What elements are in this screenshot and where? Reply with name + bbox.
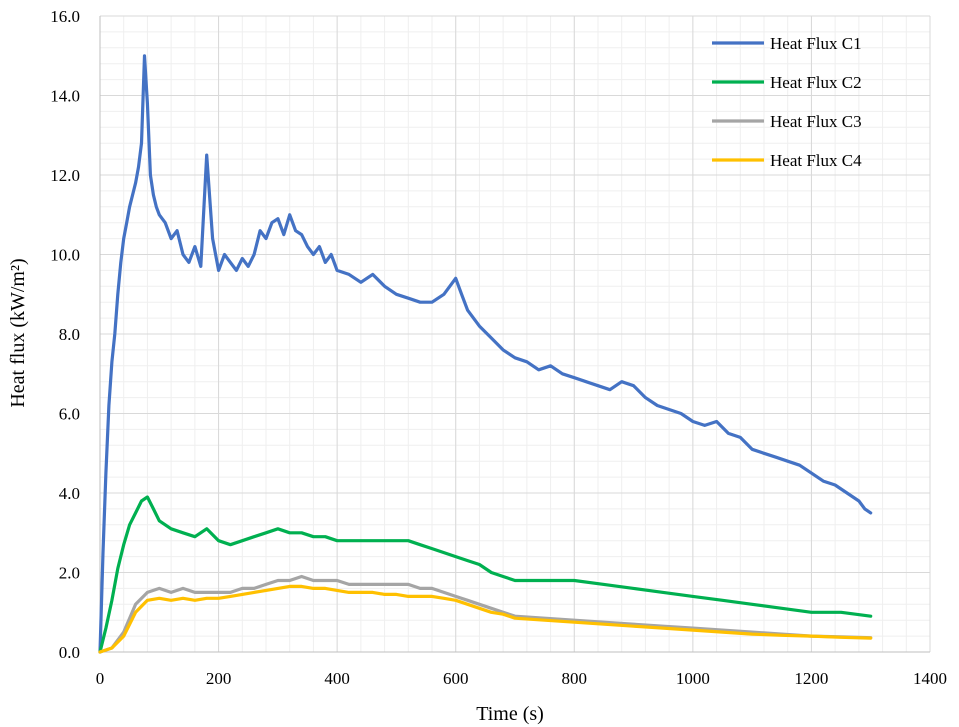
y-tick-label: 2.0 (59, 564, 80, 583)
x-axis-tick-labels: 0 200 400 600 800 1000 1200 1400 (96, 669, 947, 688)
series-line-c1 (98, 54, 873, 654)
y-tick-label: 4.0 (59, 484, 80, 503)
x-tick-label: 400 (324, 669, 350, 688)
y-axis-title: Heat flux (kW/m²) (7, 258, 29, 407)
major-gridlines (99, 15, 931, 653)
x-axis-title: Time (s) (476, 703, 544, 725)
plot-axes (99, 16, 930, 653)
legend-label-c2: Heat Flux C2 (770, 73, 862, 92)
series-line-c2 (98, 495, 873, 654)
y-axis-tick-labels: 0.0 2.0 4.0 6.0 8.0 10.0 12.0 14.0 16.0 (50, 7, 80, 662)
y-tick-label: 10.0 (50, 246, 80, 265)
x-tick-label: 600 (443, 669, 469, 688)
y-tick-label: 6.0 (59, 405, 80, 424)
x-tick-label: 1400 (913, 669, 947, 688)
y-tick-label: 16.0 (50, 7, 80, 26)
x-tick-label: 0 (96, 669, 105, 688)
x-tick-label: 800 (562, 669, 588, 688)
y-tick-label: 8.0 (59, 325, 80, 344)
y-tick-label: 12.0 (50, 166, 80, 185)
series-line-c4 (98, 584, 873, 654)
legend-label-c3: Heat Flux C3 (770, 112, 862, 131)
chart-legend: Heat Flux C1 Heat Flux C2 Heat Flux C3 Heat… (712, 34, 862, 170)
x-tick-label: 1000 (676, 669, 710, 688)
legend-label-c4: Heat Flux C4 (770, 151, 862, 170)
data-series (98, 54, 873, 654)
series-line-c3 (98, 574, 873, 654)
x-tick-label: 1200 (794, 669, 828, 688)
x-tick-label: 200 (206, 669, 232, 688)
y-tick-label: 0.0 (59, 643, 80, 662)
y-tick-label: 14.0 (50, 87, 80, 106)
legend-label-c1: Heat Flux C1 (770, 34, 862, 53)
